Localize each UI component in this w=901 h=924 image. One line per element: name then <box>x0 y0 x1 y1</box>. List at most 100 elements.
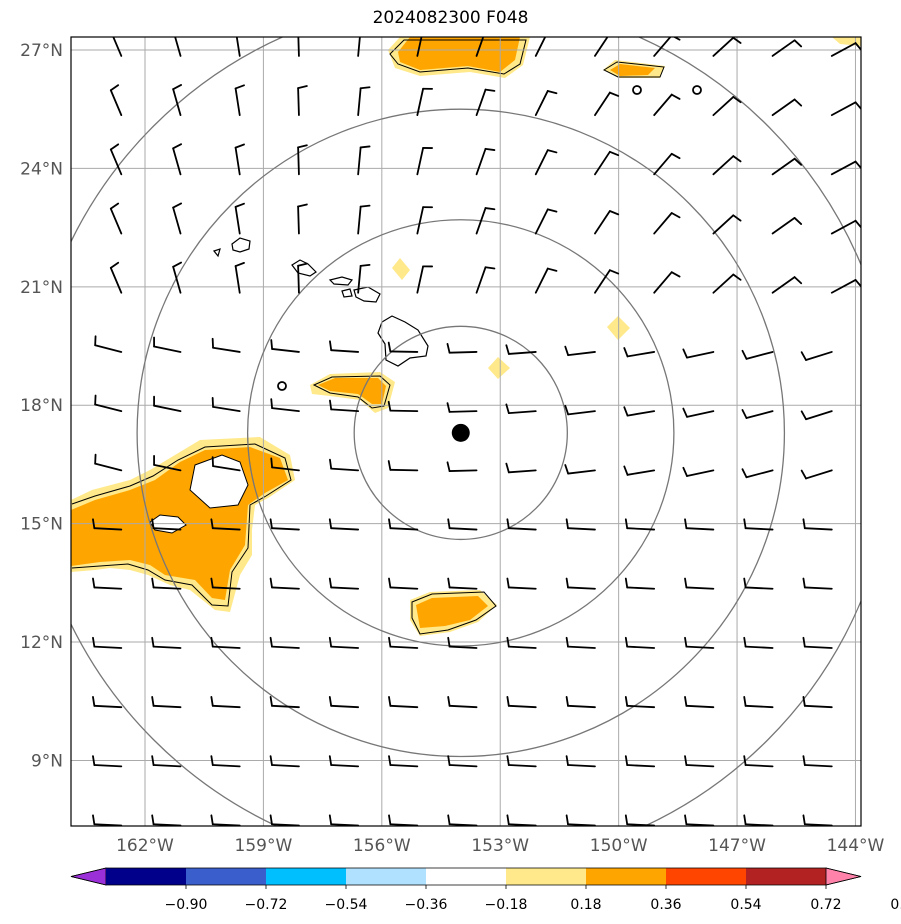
wind-barb <box>505 403 537 415</box>
wind-barb <box>210 755 241 768</box>
wind-barb <box>92 696 123 709</box>
wind-barb <box>172 261 183 294</box>
wind-barb <box>357 37 361 57</box>
wind-barb <box>684 814 715 826</box>
wind-barb <box>328 636 360 649</box>
wind-barb <box>712 214 742 235</box>
wind-barb <box>475 37 485 57</box>
wind-barb <box>684 518 715 531</box>
wind-barb <box>565 755 596 768</box>
wind-barb <box>623 465 656 476</box>
wind-barb <box>270 398 300 413</box>
wind-barb <box>565 636 596 649</box>
wind-barb <box>153 395 182 413</box>
colorbar-swatch <box>746 868 826 885</box>
wind-barb <box>447 696 478 709</box>
wind-barb <box>624 755 656 768</box>
wind-barb <box>830 219 861 235</box>
wind-barb <box>153 336 182 353</box>
wind-barb <box>112 37 123 57</box>
wind-barb <box>506 577 537 590</box>
coastlines <box>212 237 429 367</box>
wind-barb <box>151 696 182 709</box>
wind-barb <box>153 454 182 472</box>
wind-barb <box>151 518 182 531</box>
wind-barb <box>623 406 656 417</box>
wind-barb <box>388 577 419 590</box>
lat-tick-label: 15°N <box>20 515 63 535</box>
wind-barb <box>653 212 681 235</box>
colorbar-swatch <box>186 868 266 885</box>
lat-tick-label: 21°N <box>20 278 63 298</box>
wind-barb <box>743 577 774 590</box>
colorbar-tick-label: −0.18 <box>485 897 528 913</box>
wind-barb <box>802 518 833 531</box>
wind-barb <box>234 84 245 117</box>
wind-barb <box>684 577 715 590</box>
wind-barb <box>800 351 833 361</box>
wind-barb <box>297 37 300 57</box>
wind-barb <box>624 636 656 649</box>
lon-tick-label: 162°W <box>116 836 174 856</box>
wind-barb <box>174 37 182 57</box>
wind-barb <box>388 696 419 709</box>
wind-barb <box>684 755 715 768</box>
wind-barb <box>712 96 742 117</box>
wind-barb <box>447 636 478 649</box>
wind-barb <box>446 461 478 472</box>
wind-barb <box>210 696 241 709</box>
map-area <box>71 37 861 826</box>
wind-barb <box>297 85 308 117</box>
lat-tick-label: 27°N <box>20 41 63 61</box>
colorbar-tick-label: −0.72 <box>245 897 288 913</box>
wind-barb <box>446 402 478 413</box>
wind-barb <box>712 155 742 176</box>
colorbar-extend-low <box>70 867 107 886</box>
lon-tick-label: 153°W <box>471 836 529 856</box>
wind-barb <box>172 84 183 117</box>
wind-barb <box>802 696 833 709</box>
wind-barb <box>771 276 803 294</box>
wind-barb <box>506 814 537 826</box>
colorbar-swatch <box>106 868 186 885</box>
lon-tick-label: 156°W <box>353 836 411 856</box>
wind-barb <box>802 636 833 649</box>
colorbar: −0.90 −0.72 −0.54 −0.36 −0.18 0.18 0.36 0.54 0.7… <box>70 867 901 913</box>
colorbar-swatch <box>346 868 426 885</box>
wind-barb <box>743 518 774 531</box>
wind-barb <box>564 464 596 475</box>
wind-barb <box>447 577 478 590</box>
wind-barb <box>269 577 300 590</box>
wind-barb <box>297 262 308 294</box>
wind-barb <box>534 37 547 57</box>
wind-barb <box>475 147 496 176</box>
wind-barb <box>211 337 241 353</box>
wind-barb <box>743 755 774 768</box>
longitude-labels: 162°W 159°W 156°W 153°W 150°W 147°W 144°W <box>116 836 884 856</box>
wind-barb <box>771 39 803 57</box>
storm-center-marker <box>451 423 470 442</box>
colorbar-swatch <box>506 868 586 885</box>
wind-barb <box>211 397 241 413</box>
wind-barb <box>447 814 478 826</box>
colorbar-swatch <box>586 868 666 885</box>
wind-barb <box>802 577 833 590</box>
wind-barb <box>210 814 241 826</box>
wind-barb <box>416 147 434 176</box>
colorbar-tick-label: 0.54 <box>730 897 761 913</box>
wind-barb <box>109 202 123 235</box>
colorbar-tick-label: 0.18 <box>570 897 601 913</box>
wind-barb <box>357 263 371 294</box>
colorbar-swatch <box>266 868 346 885</box>
wind-barb <box>653 271 681 294</box>
wind-barb <box>743 814 774 826</box>
wind-barb <box>210 577 241 590</box>
wind-barb <box>387 341 419 353</box>
wind-barb <box>388 755 419 768</box>
wind-barb <box>534 90 558 117</box>
wind-barb <box>172 202 183 235</box>
wind-barb <box>624 814 656 826</box>
wind-barb <box>505 462 537 474</box>
wind-barb <box>269 696 300 709</box>
